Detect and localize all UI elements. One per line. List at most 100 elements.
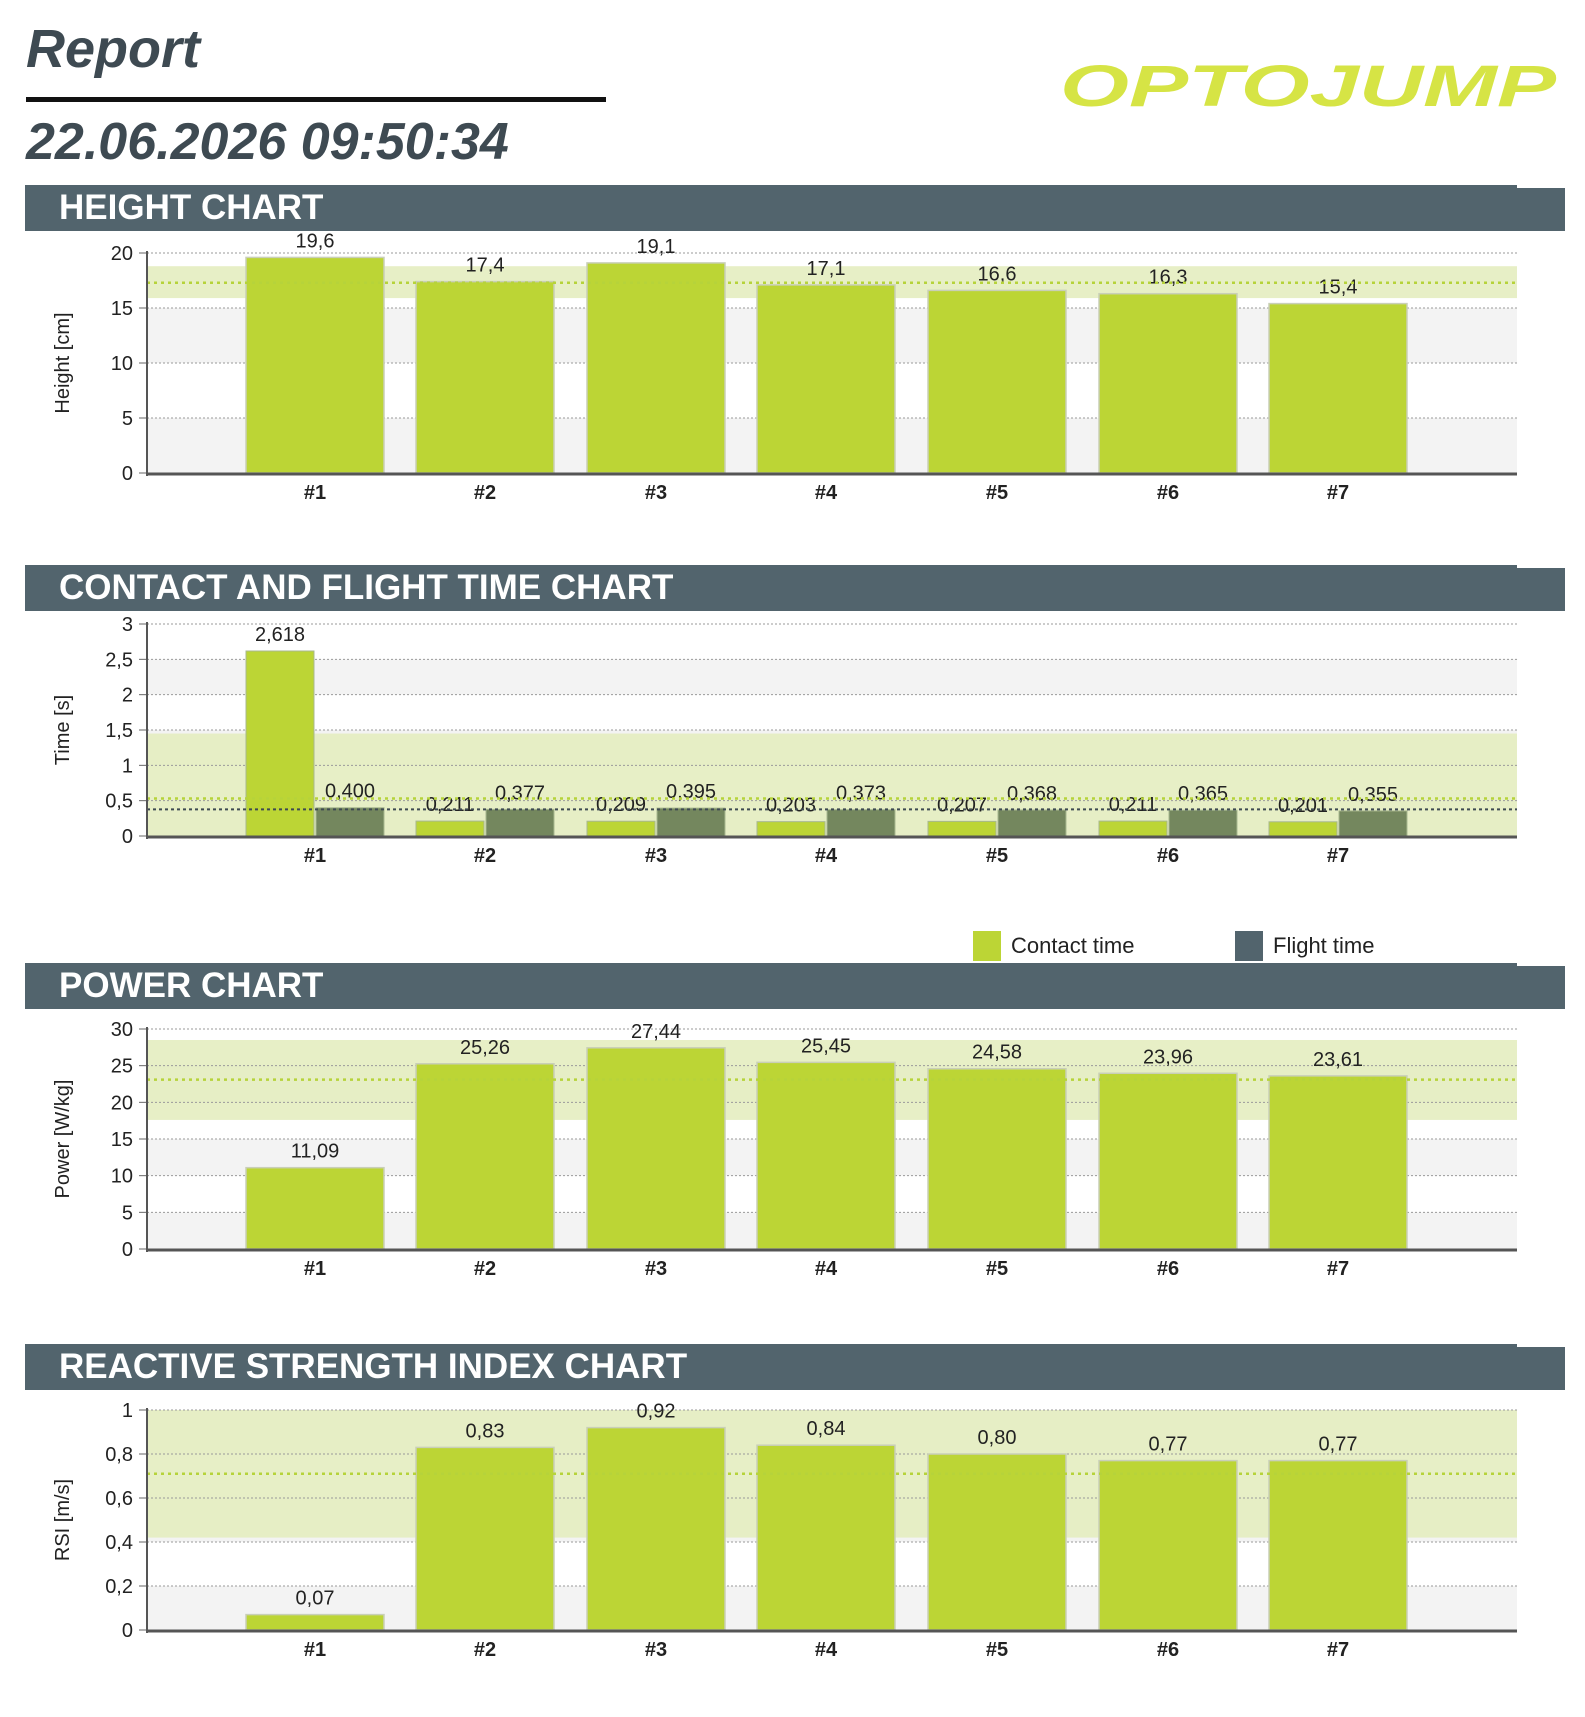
x-category-label: #4 (815, 1639, 838, 1661)
y-tick-label: 2 (122, 685, 133, 707)
power-chart: 0 5 10 15 20 25 30 Power [W/kg] 11,09 25,26 27,44 2… (52, 1019, 1517, 1280)
height-chart-section: HEIGHT CHART 0 5 10 15 20 Height [cm] 19,6 17,4… (25, 185, 1565, 557)
y-tick-label: 0 (122, 826, 133, 848)
bar (586, 1047, 726, 1250)
x-category-label: #1 (304, 845, 326, 867)
y-axis-label: Height [cm] (52, 312, 74, 413)
bar-value-label: 17,1 (807, 258, 846, 280)
contact-time-bar (415, 820, 485, 837)
x-category-label: #4 (815, 482, 838, 504)
contact-time-bar (927, 820, 997, 837)
contact-time-value-label: 0,201 (1278, 795, 1328, 817)
contact-time-bar (245, 650, 315, 837)
bar-value-label: 19,6 (296, 231, 335, 252)
y-tick-label: 10 (111, 353, 133, 375)
y-tick-label: 20 (111, 243, 133, 265)
contact-time-value-label: 0,207 (937, 794, 987, 816)
optojump-logo: OPTOJUMP (1060, 56, 1556, 114)
legend-contact: Contact time (973, 930, 1135, 962)
contact-time-bar (756, 821, 826, 837)
y-tick-label: 2,5 (105, 649, 133, 671)
legend-flight-label: Flight time (1273, 933, 1375, 958)
bar (586, 262, 726, 474)
bar-value-label: 25,45 (801, 1035, 851, 1057)
y-tick-label: 0,4 (105, 1532, 133, 1554)
report-date: 22.06.2026 09:50:34 (26, 113, 509, 171)
y-axis-label: RSI [m/s] (52, 1479, 74, 1561)
optojump-logo-text: OPTOJUMP (1060, 56, 1556, 114)
section-title: POWER CHART (59, 966, 324, 1005)
bar (1268, 302, 1408, 474)
y-tick-label: 1,5 (105, 720, 133, 742)
flight-time-value-label: 0,368 (1007, 783, 1057, 805)
x-category-label: #3 (645, 482, 667, 504)
bar-value-label: 0,77 (1149, 1434, 1188, 1456)
bar-value-label: 0,77 (1319, 1434, 1358, 1456)
section-title: CONTACT AND FLIGHT TIME CHART (59, 568, 674, 607)
bar-value-label: 23,61 (1313, 1049, 1363, 1071)
y-tick-label: 1 (122, 755, 133, 777)
x-category-label: #7 (1327, 482, 1349, 504)
bar (927, 1067, 1067, 1250)
section-title: HEIGHT CHART (59, 188, 324, 227)
flight-time-value-label: 0,395 (666, 781, 716, 803)
bar-value-label: 11,09 (291, 1141, 340, 1163)
contact-time-bar (1098, 820, 1168, 837)
y-tick-label: 15 (111, 1129, 133, 1151)
section-header-bar: POWER CHART (25, 963, 1565, 1009)
x-category-label: #7 (1327, 845, 1349, 867)
bar-value-label: 15,4 (1319, 277, 1358, 299)
y-tick-label: 10 (111, 1166, 133, 1188)
legend-contact-swatch (973, 931, 1001, 961)
y-axis-label: Time [s] (52, 695, 74, 765)
y-tick-label: 3 (122, 614, 133, 636)
y-tick-label: 20 (111, 1092, 133, 1114)
x-category-label: #2 (474, 482, 496, 504)
y-tick-label: 15 (111, 298, 133, 320)
flight-time-bar (1168, 809, 1238, 837)
bar-value-label: 0,83 (466, 1420, 505, 1442)
x-category-label: #5 (986, 845, 1008, 867)
bar (415, 1446, 555, 1631)
bar-value-label: 0,92 (637, 1401, 676, 1423)
y-tick-label: 0,5 (105, 791, 133, 813)
y-tick-label: 5 (122, 1202, 133, 1224)
y-tick-label: 0,2 (105, 1576, 133, 1598)
bar (415, 280, 555, 474)
contact-time-bar (586, 820, 656, 837)
power-chart-section: POWER CHART 0 5 10 15 20 25 30 Power [W/kg] 11,0… (25, 963, 1565, 1336)
section-header-bar: REACTIVE STRENGTH INDEX CHART (25, 1344, 1565, 1390)
flight-time-bar (315, 807, 385, 837)
bar-value-label: 16,6 (978, 263, 1017, 285)
flight-time-bar (656, 807, 726, 837)
x-category-label: #2 (474, 1258, 496, 1280)
bar-value-label: 24,58 (972, 1042, 1022, 1064)
bar-value-label: 16,3 (1149, 267, 1188, 289)
bar (415, 1063, 555, 1250)
x-category-label: #6 (1157, 1258, 1179, 1280)
legend-flight-swatch (1235, 931, 1263, 961)
bar-value-label: 17,4 (466, 255, 505, 277)
y-axis-label: Power [W/kg] (52, 1080, 74, 1199)
x-category-label: #3 (645, 845, 667, 867)
x-category-label: #4 (815, 845, 838, 867)
bar-value-label: 27,44 (631, 1021, 681, 1043)
flight-time-bar (485, 808, 555, 837)
bar (1268, 1075, 1408, 1250)
bar (245, 256, 385, 474)
x-category-label: #3 (645, 1258, 667, 1280)
flight-time-bar (997, 809, 1067, 837)
y-tick-label: 1 (122, 1400, 133, 1422)
section-header-bar: HEIGHT CHART (25, 185, 1565, 231)
plot-stripe (147, 694, 1517, 730)
section-header-bar: CONTACT AND FLIGHT TIME CHART (25, 565, 1565, 611)
x-category-label: #1 (304, 1258, 326, 1280)
bar (927, 1453, 1067, 1631)
bar-value-label: 23,96 (1143, 1046, 1193, 1068)
height-chart: 0 5 10 15 20 Height [cm] 19,6 17,4 19,1 17,1 16,6 1… (52, 231, 1517, 504)
y-tick-label: 0,8 (105, 1444, 133, 1466)
flight-time-value-label: 0,355 (1348, 784, 1398, 806)
bar (1268, 1459, 1408, 1631)
x-category-label: #6 (1157, 482, 1179, 504)
